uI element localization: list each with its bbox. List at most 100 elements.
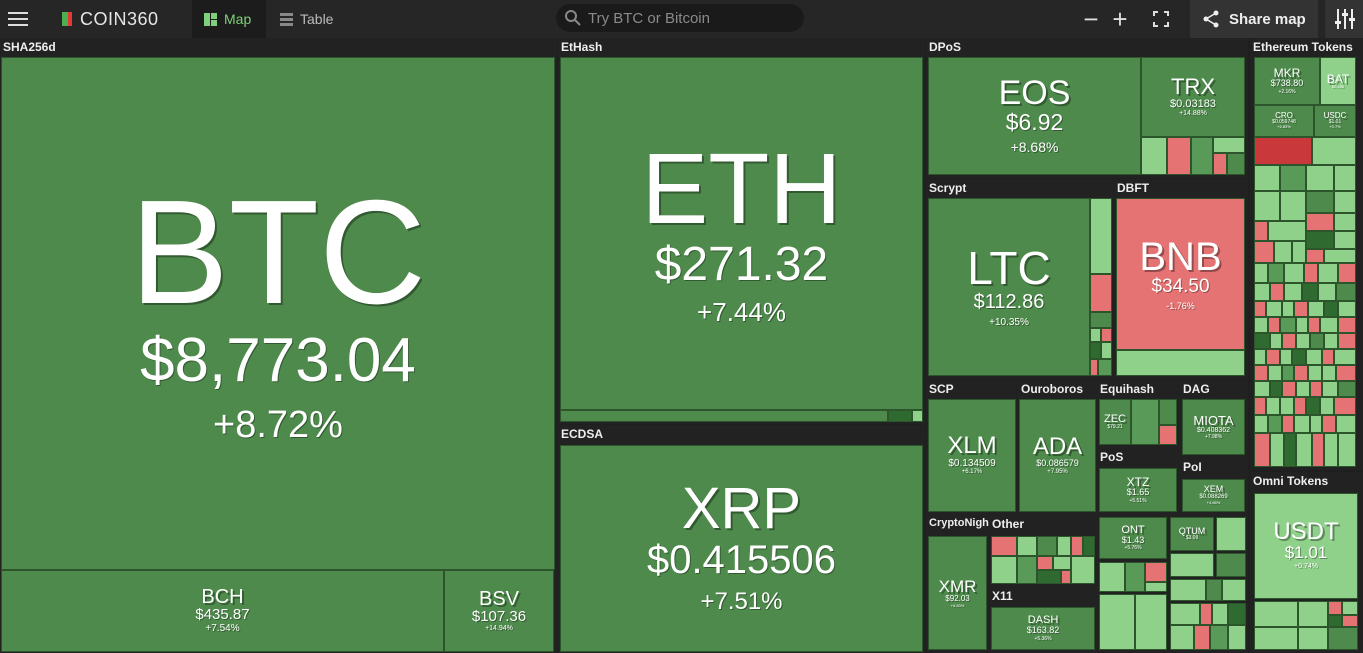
minor-coin-tile[interactable] [1294, 301, 1308, 317]
minor-coin-tile[interactable] [1254, 397, 1266, 415]
minor-coin-tile[interactable] [1268, 317, 1280, 333]
coin-tile-ont[interactable]: ONT $1.43 +5.76% [1099, 517, 1167, 559]
minor-coin-tile[interactable] [1099, 594, 1135, 650]
minor-coin-tile[interactable] [1017, 536, 1037, 556]
minor-coin-tile[interactable] [560, 410, 888, 422]
minor-coin-tile[interactable] [1125, 562, 1145, 592]
minor-coin-tile[interactable] [1061, 570, 1071, 584]
minor-coin-tile[interactable] [1296, 381, 1310, 397]
minor-coin-tile[interactable] [1254, 283, 1270, 301]
minor-coin-tile[interactable] [1254, 263, 1268, 283]
minor-coin-tile[interactable] [1338, 301, 1356, 317]
minor-coin-tile[interactable] [1342, 601, 1358, 615]
minor-coin-tile[interactable] [1304, 263, 1318, 283]
minor-coin-tile[interactable] [1057, 536, 1071, 556]
minor-coin-tile[interactable] [1336, 415, 1356, 433]
minor-coin-tile[interactable] [1116, 350, 1245, 376]
minor-coin-tile[interactable] [1083, 536, 1095, 556]
minor-coin-tile[interactable] [1336, 283, 1356, 301]
tab-table[interactable]: Table [268, 0, 345, 38]
minor-coin-tile[interactable] [1318, 263, 1338, 283]
minor-coin-tile[interactable] [1254, 137, 1312, 165]
minor-coin-tile[interactable] [1334, 213, 1356, 231]
minor-coin-tile[interactable] [1322, 415, 1336, 433]
minor-coin-tile[interactable] [1320, 397, 1334, 415]
minor-coin-tile[interactable] [1090, 312, 1112, 328]
minor-coin-tile[interactable] [1302, 283, 1318, 301]
minor-coin-tile[interactable] [1328, 601, 1342, 615]
minor-coin-tile[interactable] [1308, 365, 1322, 381]
minor-coin-tile[interactable] [1334, 397, 1356, 415]
coin-tile-cro[interactable]: CRO $0.059748 +6.83% [1254, 105, 1314, 137]
minor-coin-tile[interactable] [1324, 301, 1338, 317]
minor-coin-tile[interactable] [888, 410, 912, 422]
minor-coin-tile[interactable] [1101, 342, 1112, 359]
minor-coin-tile[interactable] [1298, 627, 1328, 650]
minor-coin-tile[interactable] [1159, 425, 1177, 445]
coin-tile-ltc[interactable]: LTC $112.86 +10.35% [928, 198, 1090, 376]
minor-coin-tile[interactable] [1306, 165, 1334, 191]
coin-tile-xem[interactable]: XEM $0.088269 +4.66% [1182, 479, 1245, 512]
minor-coin-tile[interactable] [1170, 579, 1206, 601]
coin-tile-ada[interactable]: ADA $0.086579 +7.95% [1019, 399, 1096, 512]
minor-coin-tile[interactable] [1268, 221, 1306, 241]
minor-coin-tile[interactable] [1228, 603, 1246, 625]
coin-tile-dash[interactable]: DASH $163.82 +5.36% [991, 607, 1095, 650]
minor-coin-tile[interactable] [1334, 231, 1356, 249]
minor-coin-tile[interactable] [1334, 191, 1356, 213]
minor-coin-tile[interactable] [1306, 231, 1334, 249]
minor-coin-tile[interactable] [1037, 556, 1053, 570]
coin-tile-xtz[interactable]: XTZ $1.65 +5.51% [1099, 468, 1177, 512]
minor-coin-tile[interactable] [1131, 399, 1159, 445]
minor-coin-tile[interactable] [1222, 579, 1246, 601]
minor-coin-tile[interactable] [1284, 263, 1304, 283]
minor-coin-tile[interactable] [1322, 381, 1338, 397]
minor-coin-tile[interactable] [1284, 433, 1296, 467]
minor-coin-tile[interactable] [1254, 365, 1268, 381]
minor-coin-tile[interactable] [1141, 137, 1167, 175]
minor-coin-tile[interactable] [1216, 553, 1246, 577]
minor-coin-tile[interactable] [1296, 317, 1308, 333]
minor-coin-tile[interactable] [1280, 397, 1294, 415]
minor-coin-tile[interactable] [1170, 625, 1194, 650]
minor-coin-tile[interactable] [1284, 283, 1302, 301]
minor-coin-tile[interactable] [1167, 137, 1191, 175]
minor-coin-tile[interactable] [1170, 553, 1214, 577]
minor-coin-tile[interactable] [1254, 165, 1280, 191]
coin-tile-mkr[interactable]: MKR $738.80 +2.16% [1254, 57, 1320, 105]
minor-coin-tile[interactable] [1200, 603, 1212, 625]
minor-coin-tile[interactable] [1328, 627, 1358, 650]
coin-tile-bnb[interactable]: BNB $34.50 -1.76% [1116, 198, 1245, 350]
search-input[interactable]: Try BTC or Bitcoin [556, 4, 804, 32]
minor-coin-tile[interactable] [1266, 301, 1282, 317]
minor-coin-tile[interactable] [1294, 397, 1306, 415]
minor-coin-tile[interactable] [1280, 349, 1292, 365]
minor-coin-tile[interactable] [1324, 249, 1356, 263]
minor-coin-tile[interactable] [1017, 556, 1037, 584]
minor-coin-tile[interactable] [1270, 381, 1282, 397]
minor-coin-tile[interactable] [1213, 137, 1245, 153]
minor-coin-tile[interactable] [1306, 397, 1320, 415]
minor-coin-tile[interactable] [1292, 241, 1306, 263]
coin-tile-zec[interactable]: ZEC $79.21 [1099, 399, 1131, 445]
minor-coin-tile[interactable] [1254, 221, 1268, 241]
logo[interactable]: COIN360 [62, 0, 159, 38]
minor-coin-tile[interactable] [1213, 153, 1227, 175]
coin-tile-bsv[interactable]: BSV $107.36 +14.94% [444, 570, 554, 652]
minor-coin-tile[interactable] [1306, 249, 1324, 263]
minor-coin-tile[interactable] [1296, 433, 1312, 467]
minor-coin-tile[interactable] [1135, 594, 1167, 650]
minor-coin-tile[interactable] [1266, 397, 1280, 415]
minor-coin-tile[interactable] [1212, 603, 1228, 625]
minor-coin-tile[interactable] [1270, 433, 1284, 467]
minor-coin-tile[interactable] [1098, 359, 1112, 376]
minor-coin-tile[interactable] [1191, 137, 1213, 175]
minor-coin-tile[interactable] [1071, 536, 1083, 556]
minor-coin-tile[interactable] [1254, 317, 1268, 333]
minor-coin-tile[interactable] [1294, 365, 1308, 381]
minor-coin-tile[interactable] [1322, 349, 1334, 365]
minor-coin-tile[interactable] [1101, 328, 1112, 342]
coin-tile-xlm[interactable]: XLM $0.134509 +6.17% [928, 399, 1016, 512]
minor-coin-tile[interactable] [1090, 274, 1112, 312]
minor-coin-tile[interactable] [1282, 333, 1296, 349]
